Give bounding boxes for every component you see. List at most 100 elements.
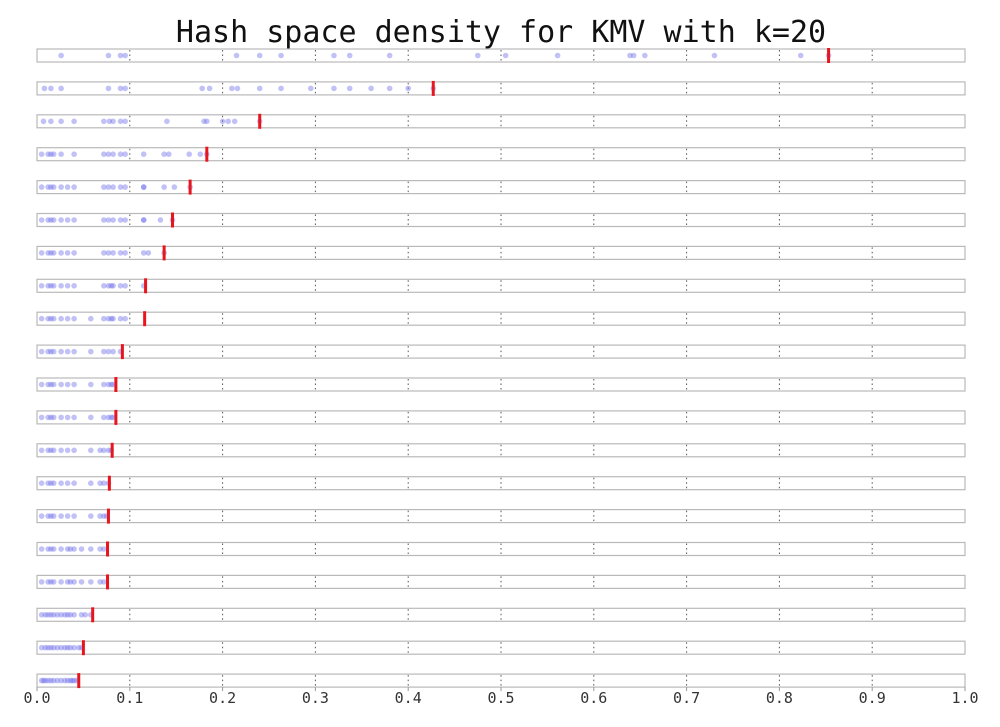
hash-point [97,447,103,454]
hash-point [122,217,128,223]
hash-point [106,118,113,125]
hash-point [71,480,77,487]
hash-point [278,85,284,92]
hash-point [88,348,94,355]
hash-point [140,217,147,223]
hash-point [58,447,64,454]
hash-point [40,118,47,125]
hash-point [64,250,71,256]
hash-point [58,184,64,190]
hash-point [38,546,45,552]
x-tick-label: 0.8 [766,689,793,707]
hash-point [67,579,74,585]
grid-layer [129,50,873,687]
hash-point [234,85,241,92]
hash-point [64,414,71,421]
hash-point [64,217,71,223]
hash-point [117,85,124,92]
hash-point [122,118,128,125]
hash-point [117,283,124,289]
hash-point [58,677,64,684]
hash-point [140,217,147,223]
hash-point [101,315,107,322]
hash-point [58,250,64,256]
hash-point [58,644,64,651]
hash-point [108,315,115,322]
hash-point [58,118,64,125]
hash-point [122,184,128,190]
hash-point [38,414,45,421]
hash-point [122,250,128,256]
hash-point [105,85,112,92]
hash-point [71,348,77,355]
hash-point [204,118,210,125]
hash-point [108,414,115,421]
hash-point [48,381,54,388]
hash-point [48,85,54,92]
hash-point [405,85,412,92]
hash-point [105,52,112,59]
hash-point [45,677,51,684]
hash-point [201,118,207,125]
hash-point [108,381,115,388]
hash-point [67,612,74,618]
hash-point [75,644,82,651]
hash-point [117,250,124,256]
hash-point [54,677,61,684]
hash-point [64,348,71,355]
markers-layer [77,48,831,689]
hash-point [45,315,51,322]
hash-point [71,315,77,322]
hash-point [48,250,54,256]
hash-point [105,381,112,388]
hash-point [97,480,103,487]
hash-point [54,644,61,651]
hash-point [71,184,77,190]
hash-point [42,677,49,684]
hash-point [140,250,147,256]
hash-point [105,217,112,223]
hash-point [78,612,85,618]
x-tick-label: 1.0 [951,689,978,707]
chart-title: Hash space density for KMV with k=20 [176,15,826,50]
hash-point [71,217,77,223]
hash-point [110,184,116,190]
hash-point [40,677,47,684]
hash-point [101,151,107,157]
hash-point [38,348,45,355]
hash-point [161,151,167,157]
hash-point [48,217,54,223]
hash-point [186,151,192,157]
hash-point [41,85,48,92]
hash-point [117,52,124,59]
hash-point [88,414,94,421]
x-tick-label: 0.0 [23,689,50,707]
hash-point [122,85,128,92]
hash-point [50,480,57,487]
hash-point [38,579,45,585]
hash-point [110,118,116,125]
hash-point [58,381,64,388]
hash-point [71,118,77,125]
hash-point [48,513,54,519]
hash-point [58,480,64,487]
hash-point [140,151,147,157]
hash-point [71,579,77,585]
hash-point [71,677,77,684]
hash-point [278,52,284,59]
hash-point [101,579,107,585]
hash-point [45,447,51,454]
hash-point [368,85,374,92]
hash-point [256,85,263,92]
hash-point [117,184,124,190]
hash-point [45,250,51,256]
hash-point [71,151,77,157]
hash-point [157,217,164,223]
hash-point [45,414,51,421]
hash-point [71,644,77,651]
x-tick-label: 0.5 [487,689,514,707]
hash-point [48,579,54,585]
hash-point [386,52,393,59]
hash-point [88,381,94,388]
hash-point [101,217,107,223]
